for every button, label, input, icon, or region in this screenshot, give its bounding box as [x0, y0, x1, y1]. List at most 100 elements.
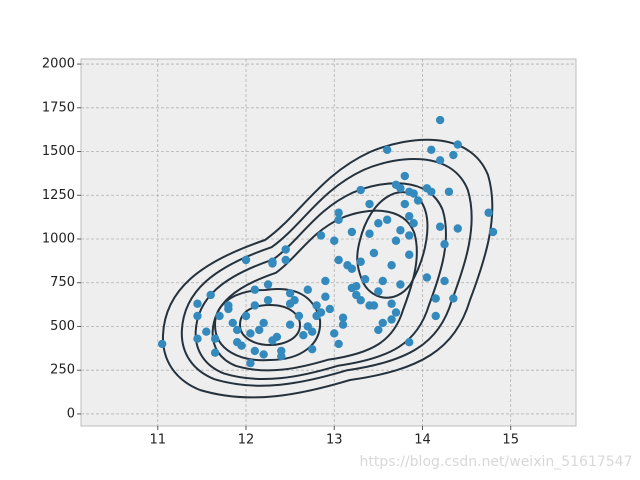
- point: [330, 329, 339, 338]
- point: [281, 245, 290, 254]
- point: [374, 219, 383, 228]
- point: [435, 222, 445, 231]
- x-tick-label: 13: [326, 433, 343, 448]
- point: [202, 327, 211, 336]
- point: [453, 140, 462, 149]
- point: [193, 334, 202, 343]
- point: [285, 320, 295, 329]
- point: [294, 311, 304, 321]
- point: [356, 185, 365, 195]
- point: [334, 339, 343, 349]
- point: [347, 264, 357, 273]
- point: [277, 346, 286, 356]
- point: [321, 276, 330, 286]
- point: [396, 184, 405, 193]
- point: [237, 341, 246, 350]
- y-tick-label: 250: [50, 363, 75, 378]
- point: [246, 329, 255, 338]
- point: [405, 231, 414, 240]
- point: [259, 350, 268, 359]
- point: [312, 301, 321, 310]
- y-tick-label: 1500: [42, 144, 75, 159]
- x-tick-label: 11: [149, 433, 166, 448]
- point: [210, 334, 220, 343]
- point: [250, 346, 260, 356]
- contour: [182, 159, 472, 386]
- y-tick-label: 1750: [42, 100, 75, 115]
- point: [413, 196, 423, 205]
- point: [228, 318, 237, 328]
- point: [193, 299, 202, 308]
- point: [374, 287, 383, 296]
- point: [449, 294, 458, 303]
- point: [431, 311, 440, 321]
- point: [352, 282, 361, 291]
- point: [427, 187, 436, 196]
- y-tick-label: 750: [50, 275, 75, 290]
- point: [360, 275, 370, 284]
- point: [431, 294, 440, 303]
- point: [369, 301, 379, 310]
- point: [241, 255, 251, 265]
- point: [224, 304, 233, 314]
- point: [369, 248, 379, 258]
- point: [316, 308, 326, 317]
- point: [321, 292, 330, 301]
- point: [365, 229, 374, 238]
- point: [444, 187, 454, 196]
- point: [365, 199, 374, 209]
- point: [440, 240, 449, 249]
- x-tick-label: 14: [414, 433, 431, 448]
- point: [387, 299, 396, 308]
- point: [396, 226, 405, 235]
- point: [400, 199, 410, 209]
- plot-area: [80, 58, 577, 427]
- x-tick-label: 12: [238, 433, 255, 448]
- point: [338, 320, 348, 329]
- point: [435, 156, 445, 165]
- point: [382, 145, 392, 154]
- point: [405, 212, 414, 221]
- contour: [213, 211, 417, 371]
- point: [263, 296, 273, 305]
- y-tick-label: 2000: [42, 57, 75, 72]
- point: [488, 227, 498, 237]
- point: [427, 145, 436, 154]
- point: [316, 231, 326, 240]
- point: [405, 338, 414, 347]
- point: [453, 224, 462, 233]
- point: [391, 308, 401, 317]
- point: [440, 276, 449, 286]
- point: [210, 348, 220, 357]
- point: [255, 325, 264, 335]
- x-tick-label: 15: [502, 433, 519, 448]
- point: [285, 289, 295, 298]
- point: [347, 227, 357, 237]
- y-tick-label: 500: [50, 319, 75, 334]
- point: [307, 327, 317, 336]
- point: [391, 236, 401, 245]
- point: [400, 171, 410, 181]
- point: [272, 332, 282, 342]
- point: [206, 290, 215, 300]
- point: [435, 115, 445, 125]
- point: [157, 339, 167, 349]
- point: [409, 189, 418, 198]
- point: [422, 273, 432, 282]
- y-tick-label: 0: [67, 406, 75, 421]
- point: [241, 311, 251, 321]
- point: [356, 296, 365, 305]
- point: [232, 325, 242, 335]
- point: [409, 219, 418, 228]
- contour: [357, 192, 427, 298]
- point: [268, 257, 277, 266]
- point: [334, 208, 343, 217]
- point: [374, 325, 383, 335]
- point: [281, 255, 290, 265]
- point: [396, 280, 405, 289]
- point: [330, 236, 339, 245]
- point: [307, 345, 317, 354]
- point: [356, 257, 365, 266]
- points: [157, 115, 498, 368]
